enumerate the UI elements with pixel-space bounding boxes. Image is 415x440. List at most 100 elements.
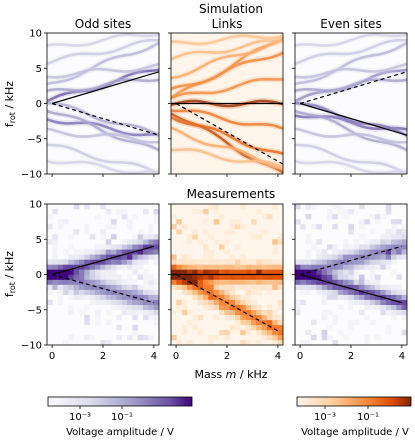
heatmap-cell: [305, 214, 312, 220]
heatmap-cell: [176, 274, 182, 280]
heatmap-cell: [337, 259, 344, 265]
heatmap-cell: [153, 289, 159, 295]
heatmap-cell: [235, 224, 241, 230]
heatmap-cell: [203, 209, 209, 215]
heatmap-cell: [219, 244, 225, 250]
heatmap-cell: [245, 340, 252, 345]
heatmap-cell: [132, 234, 138, 240]
x-tick-label: 2: [224, 351, 230, 362]
heatmap-cell: [396, 274, 402, 280]
heatmap-cell: [311, 274, 317, 280]
heatmap-cell: [63, 259, 69, 265]
heatmap-cell: [235, 299, 241, 305]
heatmap-cell: [272, 329, 278, 336]
heatmap-cell: [73, 204, 80, 210]
heatmap-cell: [203, 294, 209, 300]
heatmap-cell: [105, 340, 112, 345]
heatmap-cell: [105, 274, 112, 280]
heatmap-cell: [277, 329, 283, 336]
heatmap-cell: [187, 274, 193, 280]
spectral-branch: [47, 118, 159, 137]
heatmap-cell: [208, 334, 214, 341]
heatmap-cell: [321, 289, 328, 295]
spectral-branch: [171, 148, 283, 169]
heatmap-cell: [68, 289, 74, 295]
heatmap-cell: [100, 274, 106, 280]
heatmap-cell: [332, 279, 338, 285]
heatmap-cell: [332, 204, 338, 210]
y-axis-label-top: frot / kHz: [3, 81, 17, 127]
heatmap-cell: [100, 254, 106, 260]
heatmap-cell: [332, 314, 338, 321]
y-tick-label: 5: [36, 64, 42, 75]
heatmap-cell: [305, 329, 312, 336]
heatmap-cell: [256, 264, 262, 270]
heatmap-cell: [240, 319, 246, 326]
heatmap-cell: [272, 309, 278, 316]
heatmap-cell: [251, 284, 257, 290]
heatmap-cell: [197, 264, 204, 270]
heatmap-cell: [343, 239, 349, 245]
heatmap-cell: [148, 279, 154, 285]
heatmap-cell: [321, 279, 328, 285]
heatmap-cell: [391, 314, 397, 321]
heatmap-cell: [219, 299, 225, 305]
heatmap-cell: [305, 204, 312, 210]
heatmap-cell: [375, 299, 381, 305]
heatmap-cell: [251, 219, 257, 225]
heatmap-cell: [187, 259, 193, 265]
heatmap-cell: [332, 274, 338, 280]
panel-plot-area: [47, 33, 159, 174]
heatmap-cell: [359, 244, 365, 250]
heatmap-cell: [240, 314, 246, 321]
heatmap-cell: [272, 259, 278, 265]
heatmap-cell: [267, 334, 273, 341]
spectral-branch-halo: [171, 33, 283, 47]
heatmap-cell: [73, 229, 80, 235]
heatmap-cell: [143, 259, 149, 265]
heatmap-cell: [261, 279, 268, 285]
heatmap-cell: [337, 289, 344, 295]
heatmap-cell: [364, 314, 370, 321]
heatmap-cell: [89, 294, 96, 300]
heatmap-cell: [396, 229, 402, 235]
heatmap-cell: [321, 314, 328, 321]
heatmap-cell: [111, 294, 117, 300]
heatmap-cell: [375, 284, 381, 290]
solid-reference-line: [51, 71, 159, 105]
panel-plot-area: [171, 204, 283, 345]
heatmap-cell: [121, 209, 128, 215]
heatmap-cell: [63, 264, 69, 270]
heatmap-cell: [245, 294, 252, 300]
heatmap-cell: [143, 294, 149, 300]
heatmap-cell: [197, 329, 204, 336]
heatmap-cell: [256, 269, 262, 275]
heatmap-cell: [213, 219, 220, 225]
heatmap-cell: [396, 309, 402, 316]
heatmap-cell: [57, 279, 64, 285]
heatmap-cell: [316, 289, 322, 295]
heatmap-cell: [181, 264, 188, 270]
heatmap-cell: [343, 269, 349, 275]
heatmap-cell: [251, 319, 257, 326]
heatmap-cell: [52, 274, 58, 280]
heatmap-cell: [332, 294, 338, 300]
heatmap-cell: [176, 279, 182, 285]
heatmap-cell: [127, 274, 133, 280]
heatmap-cell: [391, 284, 397, 290]
heatmap-cell: [121, 244, 128, 250]
heatmap-cell: [385, 229, 392, 235]
heatmap-cell: [111, 299, 117, 305]
heatmap-cell: [68, 284, 74, 290]
heatmap-cell: [396, 249, 402, 255]
heatmap-cell: [295, 259, 301, 265]
heatmap-cell: [256, 289, 262, 295]
heatmap-cell: [192, 274, 198, 280]
heatmap-cell: [267, 279, 273, 285]
heatmap-cell: [47, 214, 53, 220]
heatmap-cell: [261, 229, 268, 235]
heatmap-cell: [47, 274, 53, 280]
heatmap-cell: [245, 299, 252, 305]
heatmap-cell: [52, 279, 58, 285]
heatmap-cell: [369, 269, 376, 275]
